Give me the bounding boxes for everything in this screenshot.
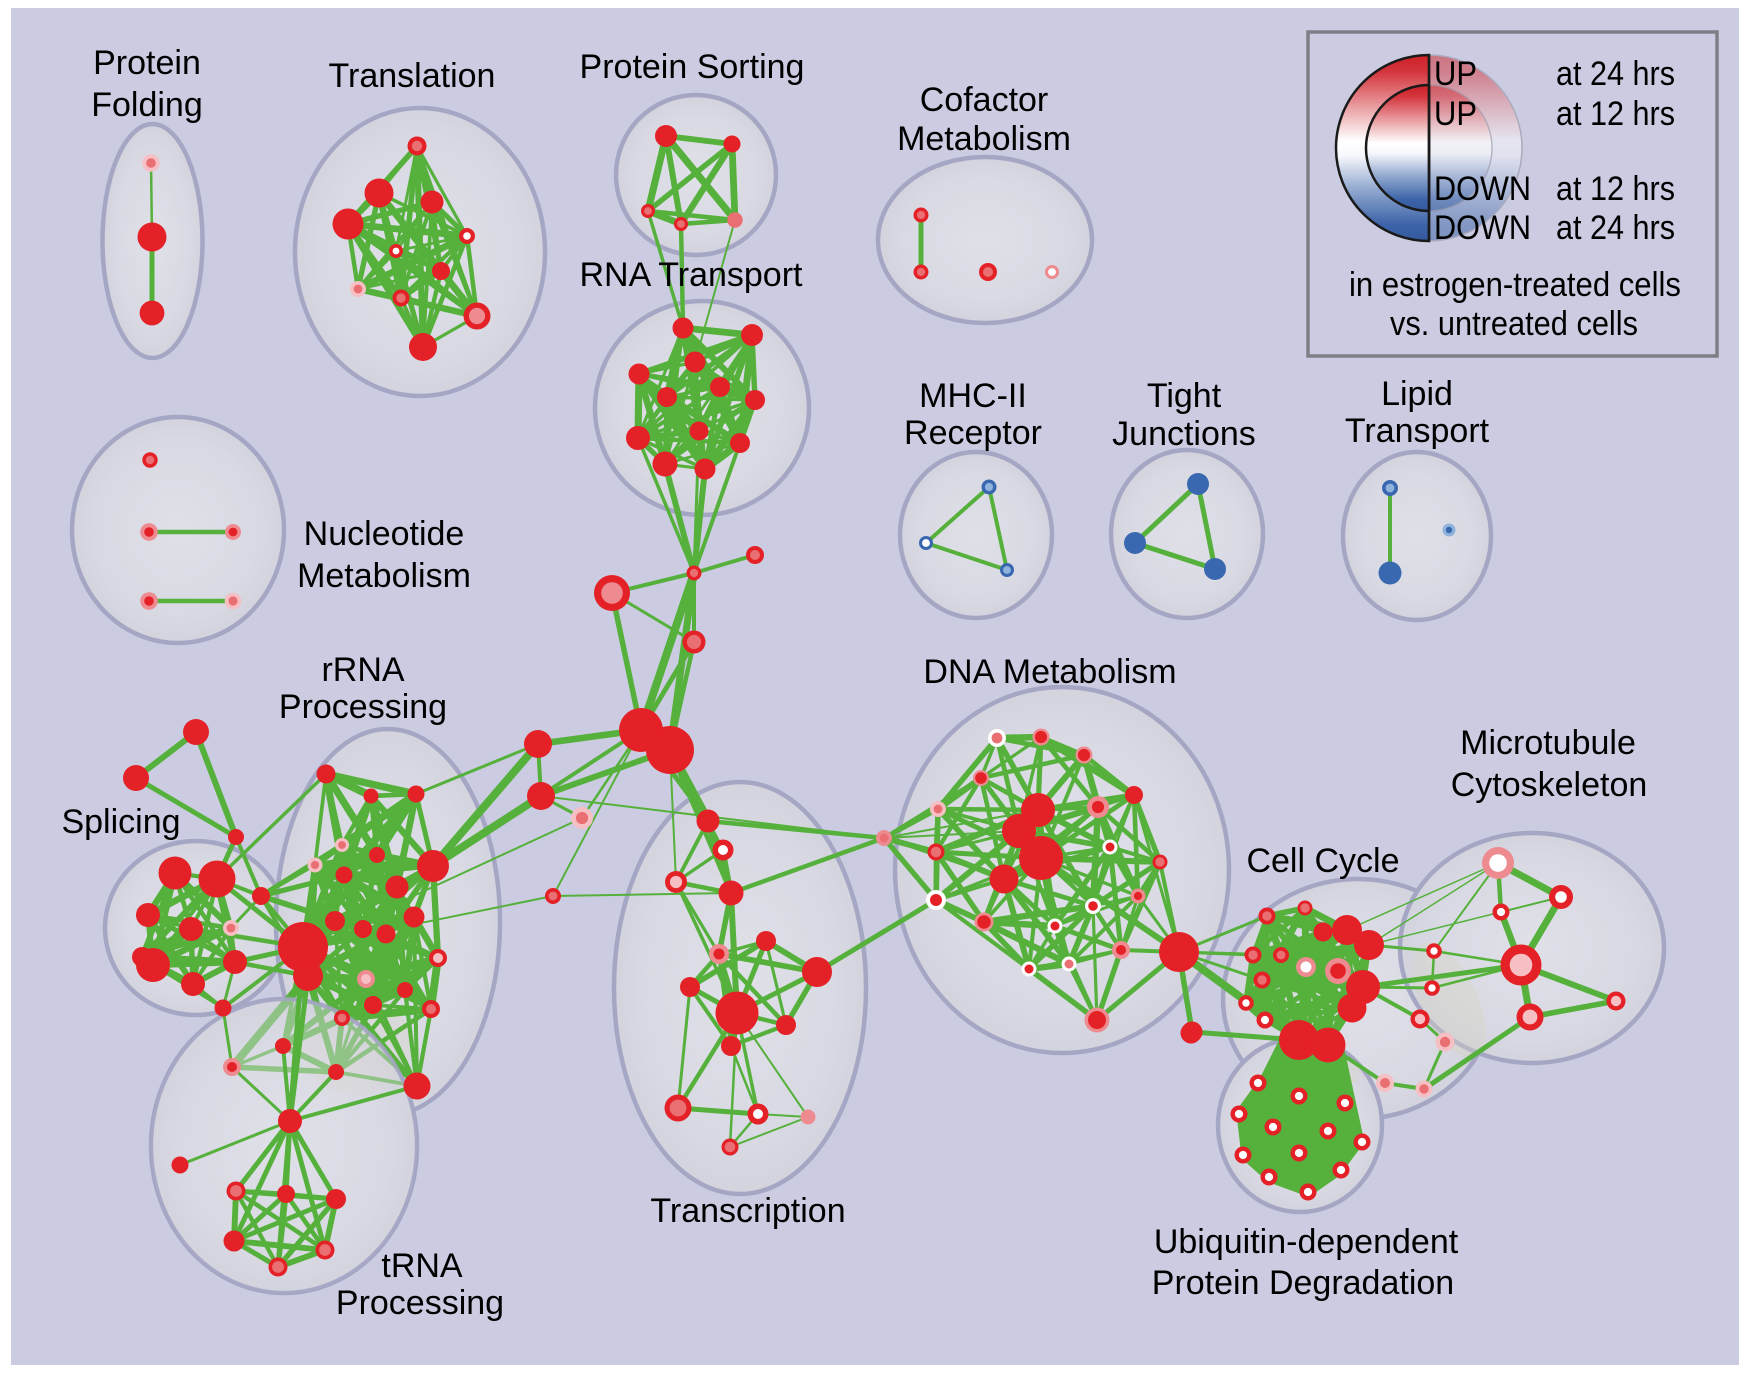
svg-text:Cofactor: Cofactor	[920, 81, 1049, 119]
svg-text:Junctions: Junctions	[1112, 415, 1256, 453]
svg-text:vs. untreated cells: vs. untreated cells	[1390, 305, 1638, 343]
svg-text:Transcription: Transcription	[650, 1192, 845, 1230]
svg-text:Translation: Translation	[329, 57, 496, 95]
svg-text:Folding: Folding	[91, 86, 203, 124]
svg-text:RNA Transport: RNA Transport	[580, 256, 804, 294]
svg-text:Transport: Transport	[1345, 412, 1490, 450]
svg-text:UP: UP	[1434, 95, 1477, 133]
svg-text:Nucleotide: Nucleotide	[304, 515, 465, 553]
svg-text:Receptor: Receptor	[904, 414, 1042, 452]
svg-text:at 12 hrs: at 12 hrs	[1556, 95, 1675, 133]
svg-text:Cytoskeleton: Cytoskeleton	[1451, 766, 1648, 804]
svg-text:Protein Degradation: Protein Degradation	[1152, 1264, 1454, 1302]
svg-text:Protein Sorting: Protein Sorting	[580, 48, 805, 86]
svg-text:Protein: Protein	[93, 44, 201, 82]
svg-text:Processing: Processing	[336, 1284, 504, 1322]
svg-text:Microtubule: Microtubule	[1460, 724, 1636, 762]
svg-text:DOWN: DOWN	[1434, 170, 1531, 208]
svg-text:at 12 hrs: at 12 hrs	[1556, 170, 1675, 208]
svg-text:in estrogen-treated cells: in estrogen-treated cells	[1349, 266, 1681, 304]
svg-text:tRNA: tRNA	[381, 1247, 463, 1285]
svg-text:Lipid: Lipid	[1381, 375, 1453, 413]
svg-text:MHC-II: MHC-II	[919, 377, 1027, 415]
svg-text:Splicing: Splicing	[61, 803, 180, 841]
svg-text:at 24 hrs: at 24 hrs	[1556, 209, 1675, 247]
svg-text:DOWN: DOWN	[1434, 209, 1531, 247]
svg-text:Metabolism: Metabolism	[297, 557, 471, 595]
svg-text:DNA Metabolism: DNA Metabolism	[923, 653, 1176, 691]
svg-text:at 24 hrs: at 24 hrs	[1556, 55, 1675, 93]
svg-text:UP: UP	[1434, 55, 1477, 93]
svg-text:rRNA: rRNA	[321, 651, 404, 689]
svg-text:Cell Cycle: Cell Cycle	[1246, 842, 1399, 880]
svg-text:Processing: Processing	[279, 688, 447, 726]
svg-text:Tight: Tight	[1147, 377, 1222, 415]
svg-text:Ubiquitin-dependent: Ubiquitin-dependent	[1154, 1223, 1459, 1261]
svg-text:Metabolism: Metabolism	[897, 120, 1071, 158]
